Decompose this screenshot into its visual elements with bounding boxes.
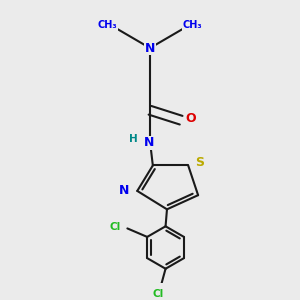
- Text: CH₃: CH₃: [183, 20, 202, 30]
- Text: Cl: Cl: [109, 222, 120, 232]
- Text: S: S: [196, 156, 205, 169]
- Text: N: N: [145, 41, 155, 55]
- Text: Cl: Cl: [153, 289, 164, 299]
- Text: H: H: [129, 134, 137, 144]
- Text: CH₃: CH₃: [98, 20, 117, 30]
- Text: N: N: [143, 136, 154, 149]
- Text: O: O: [186, 112, 196, 125]
- Text: N: N: [119, 184, 130, 197]
